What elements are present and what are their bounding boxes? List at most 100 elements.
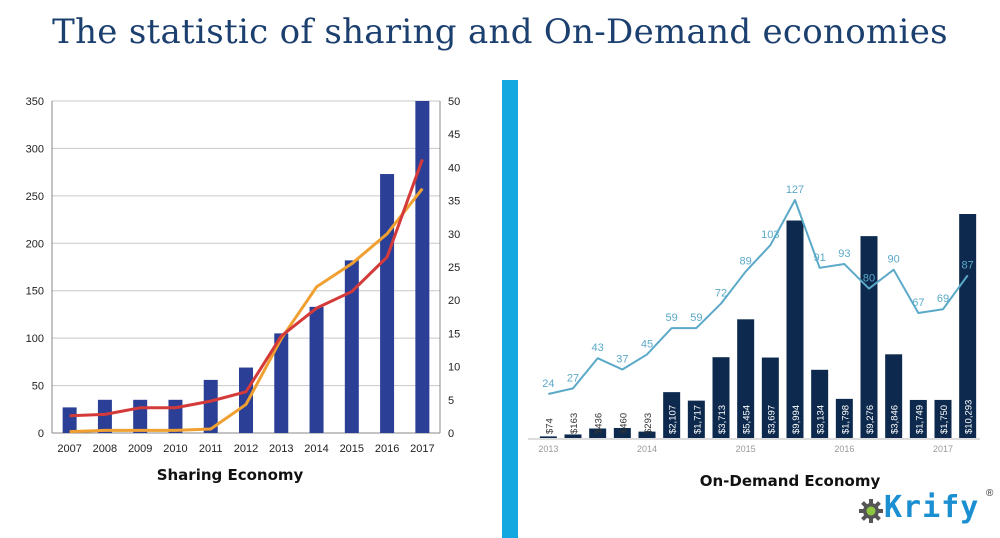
bar xyxy=(811,369,829,438)
bar-value-label: $1,750 xyxy=(939,405,950,434)
line-value-label: 90 xyxy=(888,254,900,266)
page-title: The statistic of sharing and On-Demand e… xyxy=(52,12,948,52)
bar-value-label: $74 xyxy=(544,418,555,434)
bar xyxy=(687,400,705,438)
y-tick-label-right: 50 xyxy=(448,96,460,108)
krify-logo: Krify ® xyxy=(858,488,998,530)
sharing-economy-chart: 0 50 100 150 200 250 300 350 0 5 10 15 20 25 30 35 40 45 5… xyxy=(26,96,461,455)
line-value-label: 89 xyxy=(740,256,752,268)
series-line xyxy=(548,199,969,395)
bar-value-label: $9,994 xyxy=(791,405,802,434)
x-tick-label: 2009 xyxy=(128,443,152,455)
bar xyxy=(712,357,730,438)
y-tick-label-left: 200 xyxy=(26,238,44,250)
line-value-label: 59 xyxy=(666,312,678,324)
line-value-label: 69 xyxy=(937,293,949,305)
bar-value-label: $293 xyxy=(643,413,654,434)
line-value-label: 80 xyxy=(863,273,875,285)
y-tick-label-right: 35 xyxy=(448,196,460,208)
y-tick-label-left: 0 xyxy=(38,428,44,440)
bar xyxy=(344,260,359,433)
chart-divider xyxy=(502,80,518,538)
bar-value-label: $436 xyxy=(594,413,605,434)
x-tick-label: 2008 xyxy=(93,443,117,455)
line-value-label: 67 xyxy=(912,297,924,309)
x-tick-label: 2011 xyxy=(199,443,223,455)
brand-name: Krify xyxy=(884,490,980,525)
bar xyxy=(860,236,878,438)
bar xyxy=(133,399,148,433)
gear-icon xyxy=(859,499,883,523)
sharing-economy-caption: Sharing Economy xyxy=(156,466,304,484)
bar xyxy=(380,174,395,433)
line-value-label: 37 xyxy=(616,354,628,366)
bar xyxy=(909,399,927,438)
bar xyxy=(539,436,557,438)
y-tick-label-right: 45 xyxy=(448,129,460,141)
line-value-label: 72 xyxy=(715,288,727,300)
y-tick-label-right: 15 xyxy=(448,328,460,340)
bar xyxy=(309,306,324,433)
line-value-label: 43 xyxy=(592,342,604,354)
y-tick-label-left: 150 xyxy=(26,286,44,298)
line-value-label: 93 xyxy=(838,248,850,260)
year-label: 2013 xyxy=(538,444,558,454)
bar xyxy=(589,428,607,438)
line-value-label: 91 xyxy=(814,252,826,264)
bar xyxy=(168,399,183,433)
x-tick-label: 2013 xyxy=(269,443,293,455)
on-demand-economy-chart: $74 $163 $436 $460 $293 $2,107 $1,717 $3,713 $5,… xyxy=(528,184,980,454)
x-tick-label: 2007 xyxy=(57,443,81,455)
bar xyxy=(203,379,218,433)
line-value-label: 45 xyxy=(641,338,653,350)
x-tick-label: 2010 xyxy=(163,443,187,455)
bar xyxy=(885,354,903,438)
bar xyxy=(274,333,289,433)
year-label: 2017 xyxy=(933,444,953,454)
bar-value-label: $3,697 xyxy=(766,405,777,434)
bar xyxy=(97,399,112,433)
x-tick-label: 2016 xyxy=(375,443,399,455)
y-tick-label-right: 10 xyxy=(448,362,460,374)
y-tick-label-right: 0 xyxy=(448,428,454,440)
bar-value-label: $10,293 xyxy=(964,400,975,434)
bar xyxy=(239,367,253,433)
y-tick-label-left: 50 xyxy=(32,381,44,393)
y-tick-label-right: 5 xyxy=(448,395,454,407)
bar-value-label: $1,749 xyxy=(914,405,925,434)
bar xyxy=(959,214,977,438)
bar-value-label: $9,276 xyxy=(865,405,876,434)
line-value-label: 87 xyxy=(962,259,974,271)
x-tick-label: 2015 xyxy=(340,443,364,455)
bar xyxy=(663,392,681,438)
bar xyxy=(934,399,952,438)
bar xyxy=(786,220,804,438)
year-label: 2016 xyxy=(834,444,854,454)
y-tick-label-right: 20 xyxy=(448,295,460,307)
line-value-label: 27 xyxy=(567,372,579,384)
bar-value-label: $3,846 xyxy=(890,405,901,434)
bar-value-label: $2,107 xyxy=(668,405,679,434)
y-tick-label-left: 250 xyxy=(26,191,44,203)
y-tick-label-left: 100 xyxy=(26,333,44,345)
x-tick-label: 2012 xyxy=(234,443,258,455)
line-value-label: 24 xyxy=(542,378,554,390)
y-tick-label-right: 40 xyxy=(448,162,460,174)
x-tick-label: 2017 xyxy=(410,443,434,455)
bar xyxy=(564,434,582,438)
bar xyxy=(835,398,853,438)
series-line xyxy=(69,187,424,434)
registered-mark: ® xyxy=(986,488,994,499)
line-value-label: 127 xyxy=(786,184,804,196)
bar xyxy=(62,407,77,433)
on-demand-economy-caption: On-Demand Economy xyxy=(699,472,881,490)
bar xyxy=(638,431,656,438)
y-tick-label-right: 30 xyxy=(448,229,460,241)
year-label: 2014 xyxy=(637,444,657,454)
bar xyxy=(613,427,631,438)
bar-value-label: $1,717 xyxy=(692,405,703,434)
bar xyxy=(737,319,755,438)
year-label: 2015 xyxy=(736,444,756,454)
y-tick-label-right: 25 xyxy=(448,262,460,274)
y-tick-label-left: 350 xyxy=(26,96,44,108)
